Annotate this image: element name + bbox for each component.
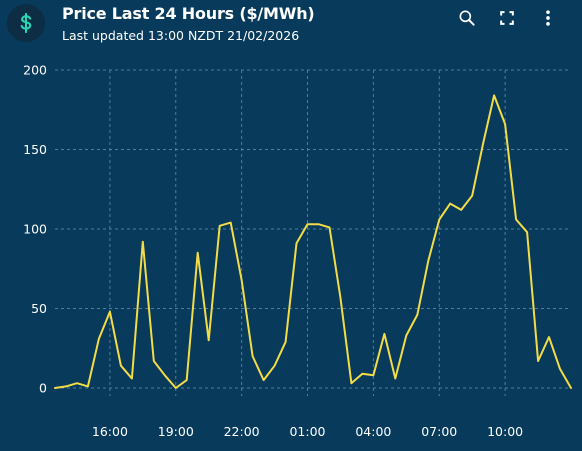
- price-point[interactable]: [162, 372, 168, 378]
- zoom-button[interactable]: [456, 7, 478, 29]
- dollar-icon: [20, 12, 32, 34]
- x-tick-label: 10:00: [487, 424, 523, 439]
- y-tick-label: 50: [31, 301, 47, 316]
- price-point[interactable]: [403, 333, 409, 339]
- price-point[interactable]: [370, 372, 376, 378]
- price-point[interactable]: [283, 339, 289, 345]
- y-tick-label: 150: [23, 142, 47, 157]
- price-point[interactable]: [568, 385, 574, 391]
- price-point[interactable]: [206, 337, 212, 343]
- more-vert-icon: [546, 10, 550, 26]
- price-point[interactable]: [414, 312, 420, 318]
- price-point[interactable]: [337, 294, 343, 300]
- price-point[interactable]: [140, 239, 146, 245]
- x-tick-label: 01:00: [289, 424, 325, 439]
- y-tick-label: 0: [39, 381, 47, 396]
- price-point[interactable]: [151, 358, 157, 364]
- price-point[interactable]: [52, 385, 58, 391]
- price-point[interactable]: [436, 216, 442, 222]
- price-point[interactable]: [557, 366, 563, 372]
- price-badge: [7, 4, 45, 42]
- price-point[interactable]: [524, 229, 530, 235]
- x-tick-label: 16:00: [92, 424, 128, 439]
- price-point[interactable]: [107, 309, 113, 315]
- y-tick-label: 200: [23, 63, 47, 78]
- x-tick-label: 07:00: [421, 424, 457, 439]
- chart-title: Price Last 24 Hours ($/MWh): [62, 4, 315, 23]
- price-point[interactable]: [348, 380, 354, 386]
- x-tick-label: 19:00: [158, 424, 194, 439]
- price-point[interactable]: [458, 207, 464, 213]
- price-point[interactable]: [228, 220, 234, 226]
- price-series-line: [54, 94, 572, 389]
- price-point[interactable]: [447, 201, 453, 207]
- price-point[interactable]: [261, 377, 267, 383]
- price-point[interactable]: [305, 221, 311, 227]
- price-point[interactable]: [381, 331, 387, 337]
- price-point[interactable]: [294, 240, 300, 246]
- price-point[interactable]: [513, 216, 519, 222]
- price-point[interactable]: [546, 334, 552, 340]
- price-point[interactable]: [250, 353, 256, 359]
- x-tick-label: 22:00: [224, 424, 260, 439]
- price-point[interactable]: [480, 140, 486, 146]
- price-point[interactable]: [85, 383, 91, 389]
- price-point[interactable]: [272, 363, 278, 369]
- price-point[interactable]: [63, 383, 69, 389]
- price-point[interactable]: [118, 363, 124, 369]
- price-point[interactable]: [502, 121, 508, 127]
- chart-header: Price Last 24 Hours ($/MWh) Last updated…: [0, 0, 582, 56]
- price-point[interactable]: [74, 380, 80, 386]
- price-point[interactable]: [425, 258, 431, 264]
- price-point[interactable]: [535, 358, 541, 364]
- fullscreen-button[interactable]: [496, 7, 518, 29]
- magnifier-icon: [459, 10, 475, 26]
- price-point[interactable]: [359, 371, 365, 377]
- price-point[interactable]: [392, 375, 398, 381]
- price-point[interactable]: [195, 250, 201, 256]
- price-point[interactable]: [217, 223, 223, 229]
- price-point[interactable]: [173, 385, 179, 391]
- fullscreen-icon: [500, 11, 514, 25]
- y-tick-label: 100: [23, 222, 47, 237]
- price-point[interactable]: [129, 375, 135, 381]
- price-point[interactable]: [326, 224, 332, 230]
- price-point[interactable]: [96, 336, 102, 342]
- price-point[interactable]: [491, 92, 497, 98]
- price-point[interactable]: [184, 377, 190, 383]
- price-point[interactable]: [239, 277, 245, 283]
- price-point[interactable]: [469, 193, 475, 199]
- x-tick-label: 04:00: [355, 424, 391, 439]
- more-options-button[interactable]: [537, 7, 559, 29]
- last-updated-text: Last updated 13:00 NZDT 21/02/2026: [62, 28, 300, 43]
- price-point[interactable]: [315, 221, 321, 227]
